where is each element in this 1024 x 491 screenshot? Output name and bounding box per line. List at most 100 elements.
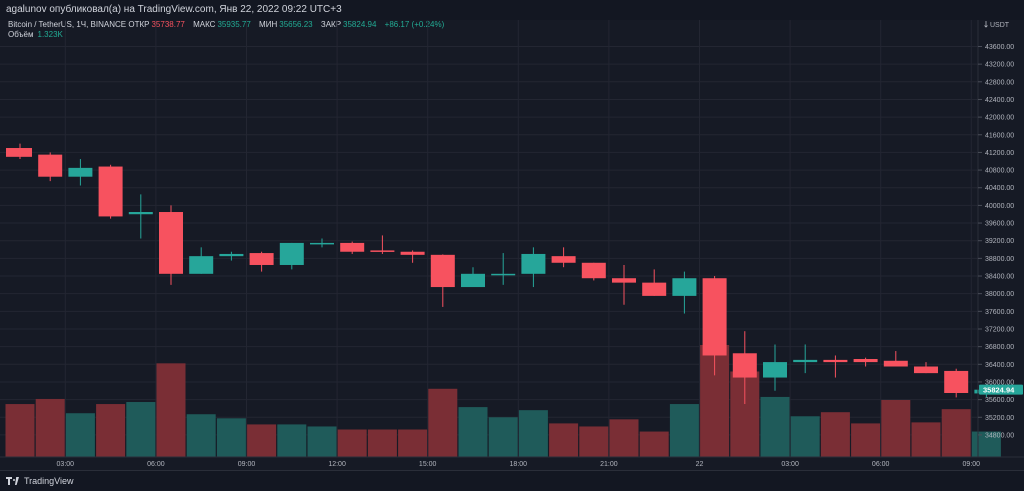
candle-body — [612, 278, 636, 283]
candle-body — [128, 212, 153, 215]
time-tick-label: 22 — [696, 461, 704, 468]
candle — [732, 331, 757, 405]
legend-symbol[interactable]: Bitcoin / TetherUS, 1Ч, BINANCE — [8, 20, 127, 29]
price-tick-label: 38000.00 — [985, 291, 1014, 298]
candle — [612, 264, 636, 305]
legend-high-label: МАКС — [193, 20, 216, 29]
legend-open-label: ОТКР — [128, 20, 150, 29]
candle-body — [914, 366, 938, 374]
candle-body — [491, 273, 516, 276]
candle — [159, 205, 183, 285]
price-tick-label: 38800.00 — [985, 256, 1014, 263]
price-tick-label: 43600.00 — [985, 44, 1014, 51]
volume-bar — [911, 422, 941, 457]
time-tick-label: 18:00 — [510, 461, 528, 468]
time-tick-label: 03:00 — [781, 461, 799, 468]
candle-body — [551, 256, 576, 263]
candle — [400, 250, 425, 263]
volume-bar — [669, 404, 699, 457]
brand-label: TradingView — [24, 476, 74, 486]
tradingview-brand[interactable]: TradingView — [6, 474, 74, 488]
volume-bar — [851, 423, 881, 457]
volume-bar — [579, 426, 609, 457]
candle-body — [6, 148, 32, 157]
price-tick-label: 34800.00 — [985, 432, 1014, 439]
volume-bar — [428, 388, 458, 457]
price-tick-label: 43200.00 — [985, 62, 1014, 69]
candle-body — [581, 262, 606, 279]
time-tick-label: 06:00 — [147, 461, 165, 468]
candle-body — [340, 242, 365, 252]
chart-grid — [0, 20, 978, 457]
time-tick-label: 09:00 — [963, 461, 981, 468]
candle-body — [98, 166, 123, 217]
legend-low-value: 35656.23 — [279, 20, 313, 29]
volume-bar — [941, 409, 971, 457]
tradingview-logo-icon — [6, 476, 20, 486]
volume-bar — [458, 407, 488, 457]
price-tick-label: 37200.00 — [985, 326, 1014, 333]
time-tick-label: 03:00 — [57, 461, 75, 468]
volume-bar — [881, 399, 911, 457]
candle — [310, 238, 334, 248]
price-tick-label: 35200.00 — [985, 415, 1014, 422]
legend-volume-label[interactable]: Объём — [8, 30, 34, 39]
candle — [430, 254, 455, 307]
candle-body — [642, 282, 667, 296]
candle — [581, 262, 606, 281]
candle — [38, 152, 63, 182]
candle-body — [823, 359, 848, 363]
candle-body — [400, 251, 425, 255]
candle-body — [68, 167, 93, 177]
candle — [249, 251, 274, 272]
volume-bar — [488, 417, 518, 457]
price-tick-label: 41200.00 — [985, 150, 1014, 157]
candle — [219, 251, 244, 261]
price-tick-label: 36000.00 — [985, 379, 1014, 386]
time-tick-label: 09:00 — [238, 461, 256, 468]
candle — [793, 344, 818, 374]
price-tick-label: 41600.00 — [985, 132, 1014, 139]
candle — [551, 247, 576, 268]
candle-body — [189, 256, 214, 274]
volume-bars — [5, 345, 1001, 457]
publication-text: agalunov опубликовал(а) на TradingView.c… — [6, 4, 342, 15]
price-tick-label: 40800.00 — [985, 168, 1014, 175]
candle-body — [883, 360, 908, 367]
legend-open-value: 35738.77 — [151, 20, 185, 29]
volume-bar — [35, 398, 65, 457]
footer-bar: TradingView — [0, 470, 1024, 491]
candle-body — [672, 278, 697, 296]
volume-bar — [186, 414, 216, 457]
candle — [521, 247, 546, 288]
candle — [189, 247, 214, 274]
candle — [461, 267, 485, 288]
price-tick-label: 39200.00 — [985, 238, 1014, 245]
candle-body — [793, 359, 818, 363]
volume-bar — [398, 429, 428, 457]
candle — [340, 241, 365, 254]
legend-low-label: МИН — [259, 20, 278, 29]
candle-body — [38, 154, 63, 177]
last-price-label: 35824.94 — [983, 385, 1015, 394]
candle-body — [853, 359, 878, 363]
volume-bar — [518, 410, 548, 457]
legend-high-value: 35935.77 — [217, 20, 251, 29]
price-tick-label: 39600.00 — [985, 221, 1014, 228]
candle — [491, 253, 516, 285]
candle — [944, 368, 969, 398]
price-axis: 34800.00 35200.00 35600.00 36000.00 36400.00… — [978, 44, 1014, 439]
volume-bar — [5, 404, 35, 457]
volume-bar — [609, 419, 639, 457]
candle-body — [370, 250, 395, 252]
candle — [68, 159, 93, 186]
candle-body — [521, 253, 546, 274]
volume-bar — [126, 402, 156, 457]
price-tick-label: 42000.00 — [985, 115, 1014, 122]
candle — [370, 235, 395, 254]
volume-bar — [247, 424, 277, 457]
volume-bar — [65, 413, 95, 457]
volume-bar — [156, 363, 186, 457]
price-axis-currency[interactable]: USDT — [990, 22, 1010, 29]
